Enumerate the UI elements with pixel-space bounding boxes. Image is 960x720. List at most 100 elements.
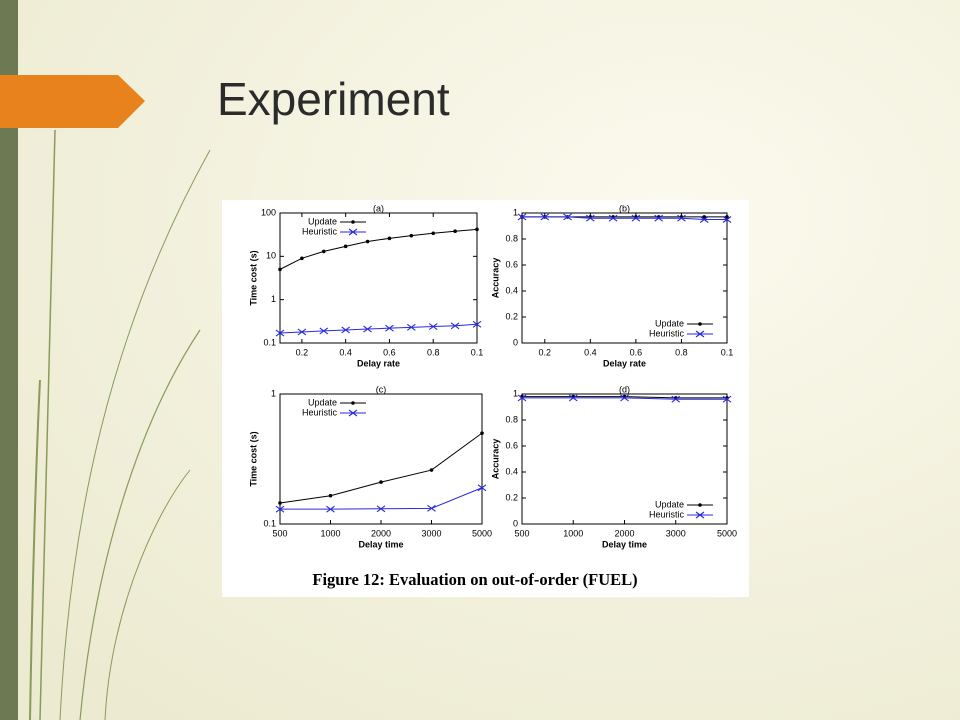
x-tick-label: 500 bbox=[514, 528, 529, 538]
point bbox=[568, 394, 578, 402]
point bbox=[321, 249, 326, 254]
y-tick-label: 0.6 bbox=[505, 440, 518, 450]
point bbox=[407, 323, 416, 331]
point bbox=[702, 215, 707, 219]
x-tick-label: 5000 bbox=[717, 528, 737, 538]
x-tick-label: 5000 bbox=[472, 528, 492, 538]
point bbox=[722, 216, 732, 223]
point bbox=[275, 505, 285, 513]
point bbox=[429, 468, 434, 472]
x-tick-label: 2000 bbox=[371, 528, 391, 538]
legend-marker bbox=[348, 409, 358, 417]
x-tick-label: 3000 bbox=[666, 528, 686, 538]
y-tick-label: 0 bbox=[513, 337, 518, 347]
point bbox=[654, 214, 663, 222]
x-tick-label: 0.2 bbox=[539, 347, 552, 357]
y-tick-label: 0.4 bbox=[505, 285, 518, 295]
y-tick-label: 1 bbox=[513, 207, 518, 217]
point bbox=[341, 326, 350, 334]
point bbox=[671, 395, 681, 403]
slide-title: Experiment bbox=[217, 73, 450, 125]
y-tick-label: 0.2 bbox=[505, 311, 518, 321]
y-tick-label: 0.1 bbox=[263, 337, 276, 347]
y-tick-label: 1 bbox=[271, 294, 276, 304]
legend-marker bbox=[698, 503, 702, 507]
x-axis-label: Delay time bbox=[358, 539, 403, 549]
point bbox=[540, 213, 550, 221]
point bbox=[428, 323, 438, 330]
point bbox=[385, 324, 394, 332]
x-tick-label: 0.1 bbox=[721, 347, 734, 357]
point bbox=[453, 229, 457, 234]
y-tick-label: 0.4 bbox=[505, 466, 518, 476]
point bbox=[365, 239, 370, 244]
x-tick-label: 0.6 bbox=[383, 347, 396, 357]
x-tick-label: 2000 bbox=[614, 528, 634, 538]
y-axis-label: Accuracy bbox=[490, 439, 500, 480]
chart-title: (d) bbox=[619, 384, 630, 394]
point bbox=[326, 505, 335, 513]
point bbox=[620, 394, 629, 402]
point bbox=[278, 501, 282, 505]
x-tick-label: 1000 bbox=[320, 528, 340, 538]
y-tick-label: 1 bbox=[513, 388, 518, 398]
legend-marker bbox=[348, 228, 358, 236]
point bbox=[699, 216, 709, 223]
x-tick-label: 0.2 bbox=[296, 347, 309, 357]
point bbox=[409, 233, 414, 238]
y-tick-label: 10 bbox=[266, 251, 276, 261]
point bbox=[725, 215, 729, 219]
y-axis-label: Time cost (s) bbox=[248, 431, 258, 486]
plot-frame bbox=[279, 212, 478, 344]
point bbox=[608, 214, 618, 222]
legend-label: Update bbox=[655, 318, 684, 328]
chart-title: (a) bbox=[373, 203, 384, 213]
point bbox=[677, 214, 686, 222]
point bbox=[631, 214, 641, 222]
x-tick-label: 0.6 bbox=[630, 347, 643, 357]
y-tick-label: 0.2 bbox=[505, 492, 518, 502]
legend-label: Heuristic bbox=[649, 328, 685, 338]
point bbox=[450, 322, 460, 330]
y-tick-label: 1 bbox=[271, 388, 276, 398]
y-tick-label: 0.8 bbox=[505, 233, 518, 243]
legend-label: Update bbox=[308, 216, 337, 226]
x-tick-label: 3000 bbox=[421, 528, 441, 538]
point bbox=[480, 431, 484, 435]
point bbox=[722, 395, 732, 403]
point bbox=[563, 213, 572, 221]
point bbox=[300, 256, 304, 261]
title-arrow bbox=[0, 75, 145, 128]
x-tick-label: 500 bbox=[272, 528, 287, 538]
series-line bbox=[279, 323, 478, 334]
point bbox=[472, 320, 482, 328]
x-tick-label: 0.8 bbox=[675, 347, 688, 357]
point bbox=[517, 394, 527, 402]
y-tick-label: 0.8 bbox=[505, 414, 518, 424]
point bbox=[278, 267, 282, 272]
legend-label: Heuristic bbox=[649, 509, 685, 519]
point bbox=[387, 236, 392, 241]
legend-marker bbox=[695, 511, 705, 519]
plot-frame bbox=[521, 212, 728, 344]
point bbox=[431, 231, 436, 236]
series-line bbox=[279, 228, 478, 270]
decoration bbox=[29, 129, 211, 720]
point bbox=[379, 480, 383, 484]
series-line bbox=[522, 216, 727, 220]
legend-marker bbox=[351, 401, 355, 405]
point bbox=[275, 329, 285, 337]
y-tick-label: 0.6 bbox=[505, 259, 518, 269]
chart-title: (c) bbox=[376, 384, 387, 394]
point bbox=[475, 227, 479, 232]
x-axis-label: Delay time bbox=[602, 539, 647, 549]
point bbox=[586, 214, 595, 222]
figure-caption: Figure 12: Evaluation on out-of-order (F… bbox=[312, 570, 637, 589]
side-strip bbox=[0, 0, 18, 720]
y-tick-label: 100 bbox=[261, 207, 276, 217]
legend-label: Update bbox=[308, 397, 337, 407]
point bbox=[517, 213, 527, 221]
point bbox=[343, 244, 348, 249]
